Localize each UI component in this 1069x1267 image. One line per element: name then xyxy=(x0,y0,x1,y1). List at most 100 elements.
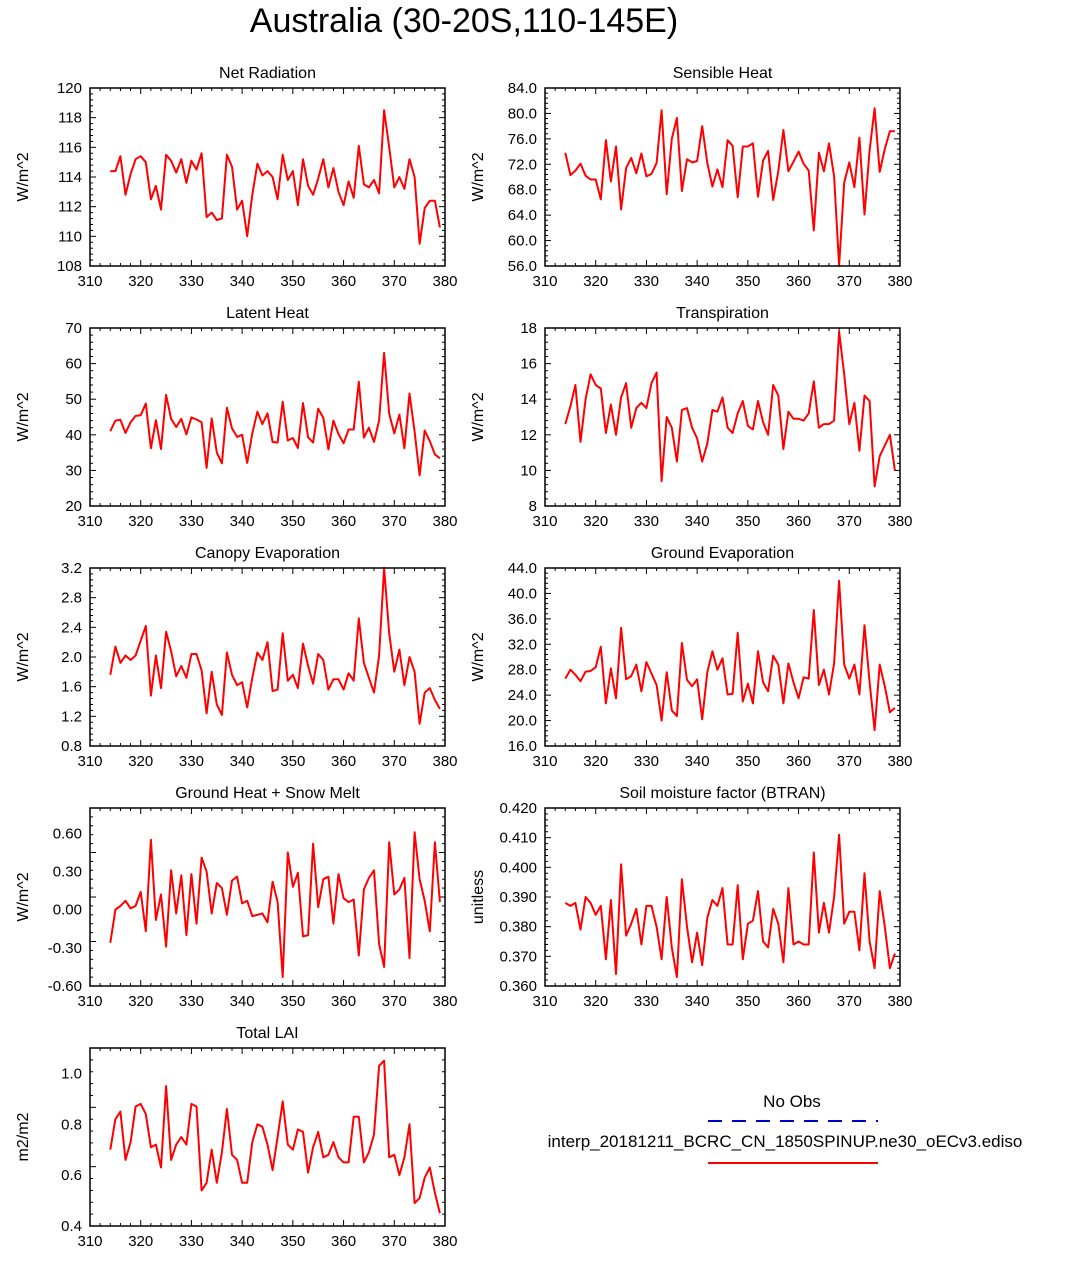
y-tick-label: 60.0 xyxy=(508,233,537,250)
x-tick-label: 370 xyxy=(837,273,862,290)
y-tick-label: 16 xyxy=(520,356,537,373)
chart-panel: Soil moisture factor (BTRAN) unitless 310 3… xyxy=(470,785,913,1010)
y-tick-label: 72.0 xyxy=(508,156,537,173)
y-tick-label: 116 xyxy=(58,139,82,156)
chart-panel: Total LAI m2/m2 310 320 330 340 350 360 370 380 0.… xyxy=(15,1025,458,1250)
y-tick-label: 0.6 xyxy=(61,1167,82,1184)
chart-title: Ground Evaporation xyxy=(651,545,794,562)
chart-title: Total LAI xyxy=(236,1025,298,1042)
y-tick-label: 0.360 xyxy=(499,978,537,995)
legend-model-label: interp_20181211_BCRC_CN_1850SPINUP.ne30_… xyxy=(548,1132,1023,1151)
chart-panel: Net Radiation W/m^2 310 320 330 340 350 360 370 3… xyxy=(15,65,458,290)
x-tick-label: 320 xyxy=(128,993,153,1010)
y-tick-label: 0.60 xyxy=(53,825,82,842)
x-tick-label: 320 xyxy=(128,1233,153,1250)
x-tick-label: 350 xyxy=(735,513,760,530)
plot-frame xyxy=(89,327,446,507)
x-tick-label: 360 xyxy=(331,273,356,290)
x-tick-label: 350 xyxy=(280,1233,305,1250)
y-tick-label: 0.410 xyxy=(499,830,537,847)
x-tick-label: 320 xyxy=(128,513,153,530)
x-tick-label: 380 xyxy=(432,513,457,530)
y-tick-label: 16.0 xyxy=(508,738,537,755)
x-tick-label: 330 xyxy=(179,273,204,290)
y-tick-label: 14 xyxy=(520,391,537,408)
x-tick-label: 330 xyxy=(634,993,659,1010)
plot-frame xyxy=(89,1047,446,1227)
y-tick-label: 28.0 xyxy=(508,662,537,679)
axis-ticks xyxy=(89,1047,446,1227)
y-tick-label: 0.390 xyxy=(499,889,537,906)
y-tick-label: 0.370 xyxy=(499,948,537,965)
y-axis-label: W/m^2 xyxy=(470,632,487,681)
plot-frame xyxy=(544,87,901,267)
chart-panel: Latent Heat W/m^2 310 320 330 340 350 360 370 380… xyxy=(15,305,458,530)
x-tick-label: 380 xyxy=(887,993,912,1010)
x-tick-label: 360 xyxy=(331,753,356,770)
y-tick-label: 0.380 xyxy=(499,919,537,936)
x-tick-label: 320 xyxy=(583,753,608,770)
x-tick-label: 310 xyxy=(77,753,102,770)
chart-title: Soil moisture factor (BTRAN) xyxy=(619,785,825,802)
x-tick-label: 380 xyxy=(887,513,912,530)
series-line xyxy=(110,109,441,245)
y-tick-label: 36.0 xyxy=(508,611,537,628)
x-tick-label: 360 xyxy=(331,993,356,1010)
x-tick-label: 310 xyxy=(532,753,557,770)
x-tick-label: 380 xyxy=(432,753,457,770)
x-tick-label: 360 xyxy=(331,1233,356,1250)
y-tick-label: 70 xyxy=(65,320,82,337)
x-tick-label: 330 xyxy=(179,513,204,530)
y-axis-label: W/m^2 xyxy=(15,872,32,921)
x-tick-label: 320 xyxy=(128,753,153,770)
x-tick-label: 330 xyxy=(634,513,659,530)
x-tick-label: 310 xyxy=(532,993,557,1010)
y-tick-label: 10 xyxy=(520,462,537,479)
axis-ticks xyxy=(89,87,446,267)
x-tick-label: 350 xyxy=(280,753,305,770)
series-line xyxy=(564,107,895,267)
plot-frame xyxy=(89,567,446,747)
series-line xyxy=(109,351,441,477)
x-tick-label: 330 xyxy=(179,1233,204,1250)
x-tick-label: 370 xyxy=(837,993,862,1010)
y-tick-label: 1.2 xyxy=(61,708,82,725)
x-tick-label: 340 xyxy=(685,513,710,530)
series-line xyxy=(109,567,441,725)
y-tick-label: 1.6 xyxy=(61,679,82,696)
x-tick-label: 350 xyxy=(280,513,305,530)
y-tick-label: 56.0 xyxy=(508,258,537,275)
x-tick-label: 340 xyxy=(685,753,710,770)
x-tick-label: 370 xyxy=(382,993,407,1010)
y-tick-label: 118 xyxy=(58,110,82,127)
x-tick-label: 380 xyxy=(432,1233,457,1250)
y-tick-label: 3.2 xyxy=(61,560,82,577)
x-tick-label: 360 xyxy=(786,753,811,770)
figure-title: Australia (30-20S,110-145E) xyxy=(250,2,678,40)
chart-title: Transpiration xyxy=(676,305,769,322)
plot-frame xyxy=(544,327,901,507)
x-tick-label: 350 xyxy=(280,993,305,1010)
x-tick-label: 370 xyxy=(382,513,407,530)
x-tick-label: 310 xyxy=(532,513,557,530)
y-tick-label: 84.0 xyxy=(508,80,537,97)
x-tick-label: 310 xyxy=(77,1233,102,1250)
y-tick-label: 0.420 xyxy=(499,800,537,817)
y-tick-label: 1.0 xyxy=(61,1065,82,1082)
y-tick-label: 24.0 xyxy=(508,687,537,704)
x-tick-label: 340 xyxy=(685,993,710,1010)
x-tick-label: 340 xyxy=(230,273,255,290)
y-tick-label: 0.4 xyxy=(61,1218,82,1235)
x-tick-label: 320 xyxy=(583,513,608,530)
series-line xyxy=(564,833,896,979)
plot-frame xyxy=(544,807,901,987)
x-tick-label: 340 xyxy=(230,1233,255,1250)
x-tick-label: 380 xyxy=(432,273,457,290)
axis-ticks xyxy=(544,327,901,507)
x-tick-label: 360 xyxy=(331,513,356,530)
legend: No Obs interp_20181211_BCRC_CN_1850SPINU… xyxy=(548,1092,1023,1164)
axis-ticks xyxy=(544,87,901,267)
chart-panel: Canopy Evaporation W/m^2 310 320 330 340 350 36… xyxy=(15,545,458,770)
